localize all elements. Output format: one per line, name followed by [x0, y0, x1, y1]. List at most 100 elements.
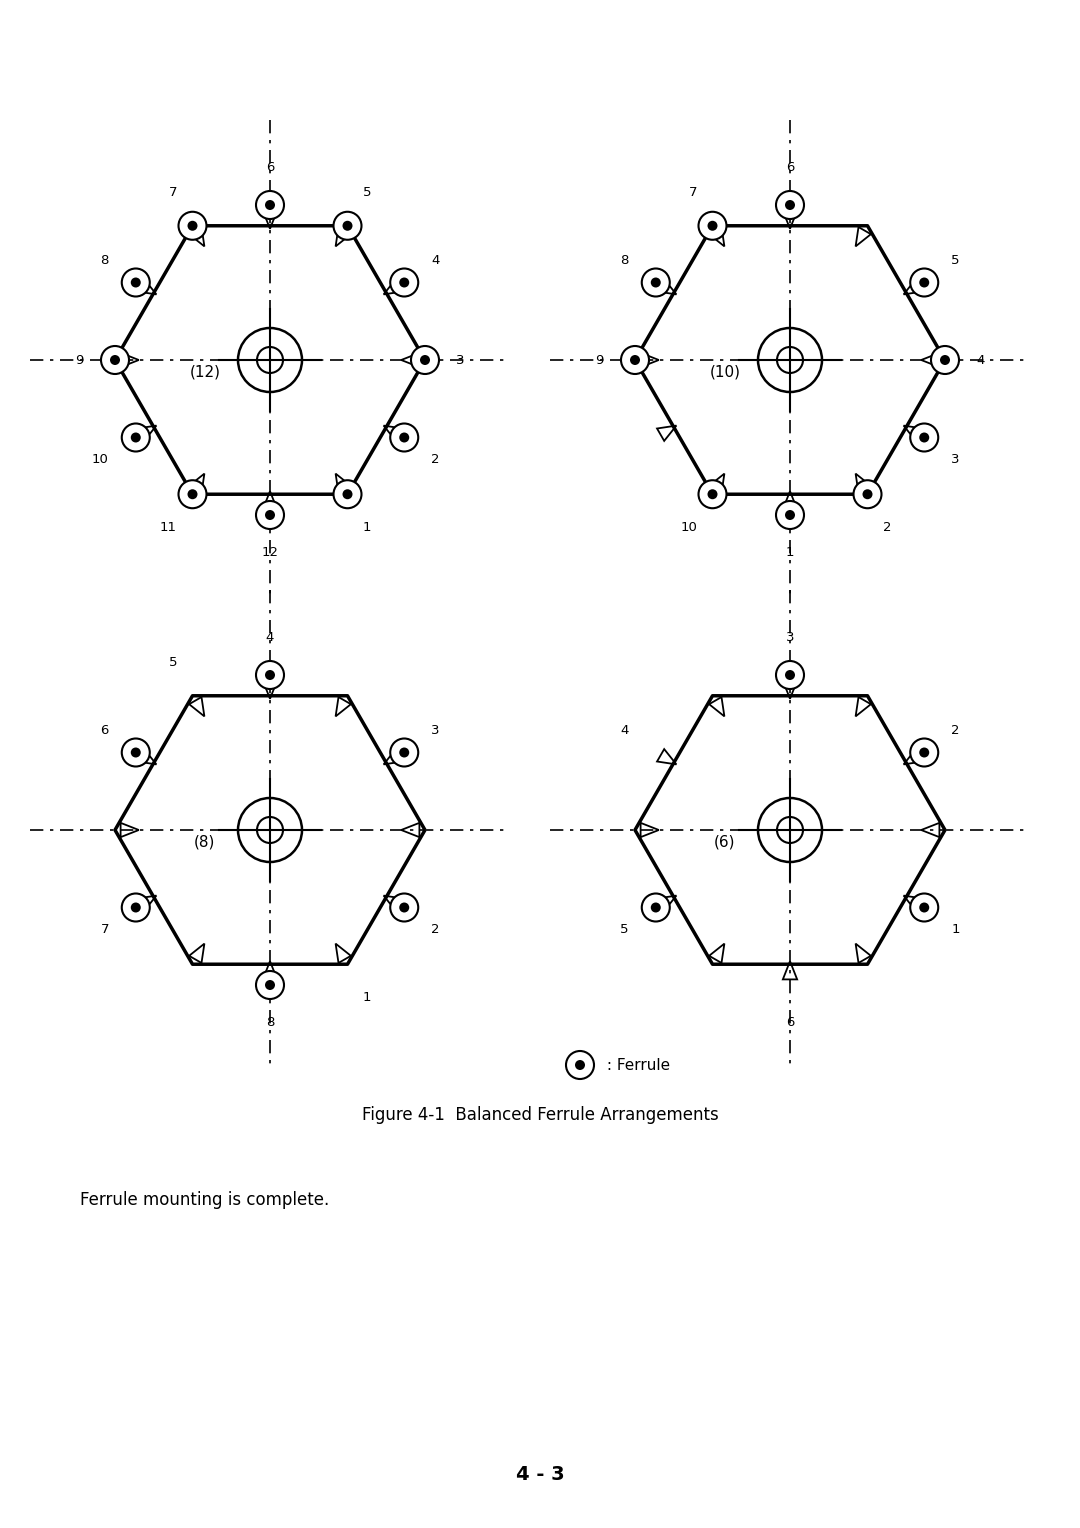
Text: 2: 2	[431, 452, 440, 466]
Circle shape	[178, 480, 206, 509]
Circle shape	[342, 489, 352, 500]
Text: 4 - 3: 4 - 3	[515, 1465, 565, 1485]
Circle shape	[919, 903, 929, 912]
Circle shape	[699, 212, 727, 240]
Circle shape	[707, 220, 717, 231]
Text: 9: 9	[76, 353, 84, 367]
Circle shape	[642, 894, 670, 921]
Text: 6: 6	[786, 160, 794, 174]
Circle shape	[630, 354, 640, 365]
Text: 10: 10	[92, 452, 109, 466]
Text: 2: 2	[431, 923, 440, 937]
Circle shape	[122, 423, 150, 451]
Text: 6: 6	[266, 160, 274, 174]
Text: 5: 5	[363, 186, 372, 199]
Text: Ferrule mounting is complete.: Ferrule mounting is complete.	[80, 1190, 329, 1209]
Circle shape	[910, 269, 939, 296]
Text: 8: 8	[100, 254, 109, 267]
Text: 8: 8	[621, 254, 629, 267]
Text: : Ferrule: : Ferrule	[602, 1057, 670, 1073]
Text: (8): (8)	[194, 834, 216, 850]
Text: 2: 2	[883, 521, 891, 535]
Circle shape	[940, 354, 950, 365]
Circle shape	[785, 510, 795, 520]
Circle shape	[411, 345, 438, 374]
Circle shape	[853, 480, 881, 509]
Circle shape	[334, 212, 362, 240]
Circle shape	[931, 345, 959, 374]
Circle shape	[256, 501, 284, 529]
Text: 4: 4	[431, 254, 440, 267]
Circle shape	[651, 903, 661, 912]
Circle shape	[420, 354, 430, 365]
Circle shape	[919, 747, 929, 758]
Circle shape	[642, 269, 670, 296]
Circle shape	[777, 501, 804, 529]
Text: 5: 5	[168, 656, 177, 669]
Circle shape	[122, 269, 150, 296]
Circle shape	[131, 278, 140, 287]
Circle shape	[785, 200, 795, 209]
Text: 3: 3	[456, 353, 464, 367]
Text: 1: 1	[951, 923, 960, 937]
Text: 6: 6	[100, 724, 109, 736]
Text: 1: 1	[363, 992, 372, 1004]
Circle shape	[863, 489, 873, 500]
Circle shape	[110, 354, 120, 365]
Circle shape	[400, 278, 409, 287]
Circle shape	[910, 894, 939, 921]
Circle shape	[131, 747, 140, 758]
Circle shape	[188, 489, 198, 500]
Circle shape	[400, 747, 409, 758]
Circle shape	[342, 220, 352, 231]
Text: 3: 3	[431, 724, 440, 736]
Circle shape	[256, 191, 284, 219]
Text: 12: 12	[261, 545, 279, 559]
Text: 3: 3	[786, 631, 794, 643]
Text: (6): (6)	[714, 834, 735, 850]
Circle shape	[777, 191, 804, 219]
Circle shape	[178, 212, 206, 240]
Circle shape	[390, 738, 418, 767]
Circle shape	[699, 480, 727, 509]
Circle shape	[102, 345, 129, 374]
Text: 7: 7	[689, 186, 697, 199]
Text: 10: 10	[680, 521, 697, 535]
Circle shape	[265, 669, 275, 680]
Circle shape	[390, 894, 418, 921]
Circle shape	[390, 423, 418, 451]
Circle shape	[334, 480, 362, 509]
Circle shape	[400, 903, 409, 912]
Text: 1: 1	[786, 545, 794, 559]
Circle shape	[910, 738, 939, 767]
Text: 4: 4	[976, 353, 984, 367]
Circle shape	[919, 278, 929, 287]
Text: 2: 2	[951, 724, 960, 736]
Circle shape	[131, 903, 140, 912]
Text: 7: 7	[100, 923, 109, 937]
Text: 5: 5	[951, 254, 960, 267]
Circle shape	[131, 432, 140, 443]
Circle shape	[400, 432, 409, 443]
Circle shape	[621, 345, 649, 374]
Circle shape	[122, 894, 150, 921]
Circle shape	[265, 510, 275, 520]
Circle shape	[651, 278, 661, 287]
Text: 4: 4	[266, 631, 274, 643]
Circle shape	[265, 200, 275, 209]
Text: 5: 5	[620, 923, 629, 937]
Circle shape	[777, 662, 804, 689]
Circle shape	[122, 738, 150, 767]
Circle shape	[265, 979, 275, 990]
Text: 9: 9	[596, 353, 604, 367]
Text: (12): (12)	[189, 365, 220, 380]
Circle shape	[575, 1060, 585, 1070]
Circle shape	[566, 1051, 594, 1079]
Circle shape	[785, 669, 795, 680]
Circle shape	[256, 970, 284, 999]
Circle shape	[910, 423, 939, 451]
Circle shape	[707, 489, 717, 500]
Text: 8: 8	[266, 1016, 274, 1028]
Text: (10): (10)	[710, 365, 741, 380]
Text: 6: 6	[786, 1016, 794, 1028]
